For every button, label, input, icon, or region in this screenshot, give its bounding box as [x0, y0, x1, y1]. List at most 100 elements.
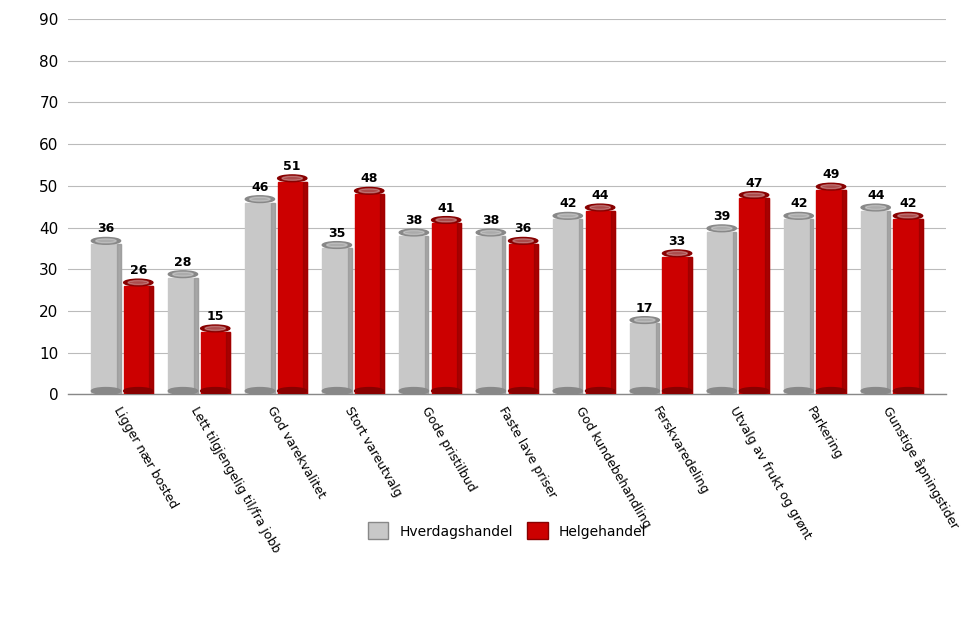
Legend: Hverdagshandel, Helgehandel: Hverdagshandel, Helgehandel	[362, 517, 652, 545]
Bar	[861, 211, 890, 394]
Ellipse shape	[327, 243, 347, 247]
Bar	[278, 182, 307, 394]
Text: 47: 47	[745, 177, 762, 190]
Ellipse shape	[96, 239, 116, 243]
Text: 49: 49	[822, 168, 839, 181]
Ellipse shape	[553, 212, 582, 219]
Text: 36: 36	[98, 223, 115, 235]
Bar	[553, 219, 582, 394]
Ellipse shape	[436, 218, 456, 222]
Bar	[630, 324, 659, 394]
Ellipse shape	[816, 387, 845, 394]
Bar	[194, 277, 198, 394]
Ellipse shape	[630, 387, 659, 394]
Ellipse shape	[558, 214, 578, 218]
Ellipse shape	[205, 326, 225, 331]
Ellipse shape	[432, 217, 461, 223]
Bar	[271, 202, 275, 394]
Ellipse shape	[282, 176, 302, 181]
Ellipse shape	[250, 197, 270, 201]
Ellipse shape	[712, 226, 732, 230]
Ellipse shape	[784, 387, 813, 394]
Ellipse shape	[92, 237, 121, 244]
Text: 39: 39	[713, 210, 730, 223]
Ellipse shape	[201, 387, 230, 394]
Text: 35: 35	[329, 226, 345, 240]
Text: 42: 42	[899, 197, 916, 211]
Bar	[893, 219, 922, 394]
Ellipse shape	[590, 205, 610, 209]
Bar	[149, 286, 153, 394]
Bar	[124, 286, 153, 394]
Ellipse shape	[866, 205, 886, 209]
Bar	[92, 244, 121, 394]
Text: 41: 41	[438, 202, 455, 214]
Ellipse shape	[662, 250, 691, 257]
Ellipse shape	[124, 279, 153, 286]
Bar	[662, 257, 691, 394]
Bar	[425, 236, 428, 394]
Ellipse shape	[323, 387, 352, 394]
Ellipse shape	[513, 239, 533, 243]
Ellipse shape	[246, 196, 275, 202]
Ellipse shape	[355, 188, 384, 194]
Bar	[226, 332, 230, 394]
Ellipse shape	[476, 387, 505, 394]
Ellipse shape	[893, 387, 922, 394]
Ellipse shape	[359, 189, 379, 193]
Ellipse shape	[481, 230, 501, 235]
Text: 26: 26	[130, 264, 147, 277]
Bar	[457, 223, 461, 394]
Bar	[810, 219, 813, 394]
Ellipse shape	[586, 387, 615, 394]
Bar	[765, 198, 768, 394]
Ellipse shape	[662, 387, 691, 394]
Ellipse shape	[893, 212, 922, 219]
Bar	[355, 194, 384, 394]
Bar	[534, 244, 538, 394]
Bar	[323, 249, 352, 394]
Text: 28: 28	[175, 256, 192, 269]
Ellipse shape	[635, 318, 655, 322]
Bar	[586, 211, 615, 394]
Text: 48: 48	[361, 172, 378, 185]
Ellipse shape	[432, 387, 461, 394]
Ellipse shape	[707, 225, 736, 232]
Ellipse shape	[739, 191, 768, 198]
Text: 44: 44	[867, 189, 884, 202]
Bar	[919, 219, 922, 394]
Bar	[887, 211, 890, 394]
Ellipse shape	[399, 229, 428, 236]
Bar	[842, 190, 845, 394]
Ellipse shape	[667, 251, 687, 256]
Bar	[611, 211, 615, 394]
Ellipse shape	[173, 272, 193, 276]
Bar	[380, 194, 384, 394]
Ellipse shape	[630, 317, 659, 324]
Ellipse shape	[816, 183, 845, 190]
Text: 51: 51	[284, 160, 301, 173]
Bar	[784, 219, 813, 394]
Ellipse shape	[744, 193, 764, 197]
Ellipse shape	[128, 280, 148, 284]
Text: 44: 44	[592, 189, 609, 202]
Bar	[707, 232, 736, 394]
Bar	[656, 324, 659, 394]
Ellipse shape	[201, 325, 230, 332]
Bar	[117, 244, 121, 394]
Bar	[509, 244, 538, 394]
Ellipse shape	[509, 237, 538, 244]
Bar	[169, 277, 198, 394]
Bar	[688, 257, 691, 394]
Ellipse shape	[404, 230, 424, 235]
Bar	[739, 198, 768, 394]
Text: 38: 38	[483, 214, 499, 227]
Ellipse shape	[399, 387, 428, 394]
Ellipse shape	[509, 387, 538, 394]
Bar	[432, 223, 461, 394]
Text: 42: 42	[790, 197, 807, 211]
Text: 42: 42	[559, 197, 576, 211]
Text: 46: 46	[252, 181, 268, 194]
Ellipse shape	[92, 387, 121, 394]
Text: 36: 36	[515, 223, 531, 235]
